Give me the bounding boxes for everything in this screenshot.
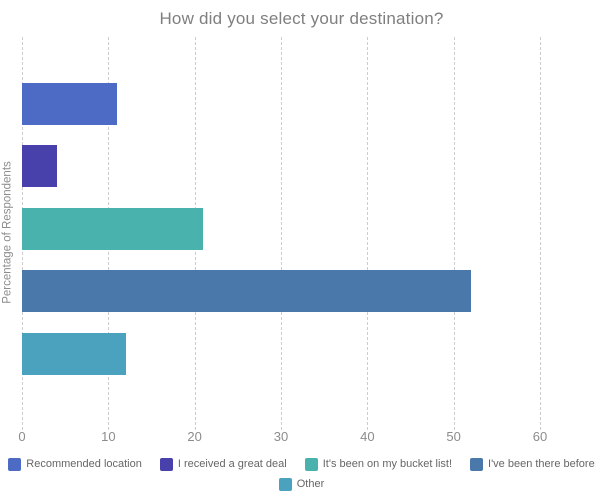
bar-i-ve-been-there-before — [22, 270, 471, 313]
legend: Recommended location I received a great d… — [0, 455, 603, 495]
x-tick-label-0: 0 — [18, 429, 26, 444]
chart-title: How did you select your destination? — [159, 9, 444, 28]
legend-label: Other — [296, 478, 325, 490]
x-tick-label-40: 40 — [360, 429, 375, 444]
legend-swatch-icon — [304, 457, 318, 471]
x-tick-label-20: 20 — [187, 429, 202, 444]
legend-swatch-icon — [8, 457, 22, 471]
legend-item-recommended-location: Recommended location — [8, 457, 142, 471]
y-axis-label: Percentage of Respondents — [1, 161, 14, 304]
gridline-30 — [281, 37, 282, 430]
bar-recommended-location — [22, 83, 117, 125]
legend-item-other: Other — [278, 477, 325, 491]
gridline-60 — [540, 37, 541, 430]
legend-label: I've been there before — [488, 458, 595, 470]
x-tick-label-50: 50 — [446, 429, 461, 444]
x-tick-label-10: 10 — [101, 429, 116, 444]
legend-item-i-received-a-great-deal: I received a great deal — [159, 457, 287, 471]
legend-swatch-icon — [159, 457, 173, 471]
x-tick-label-60: 60 — [532, 429, 548, 444]
bar-i-received-a-great-deal — [22, 145, 57, 188]
gridline-50 — [453, 37, 455, 430]
legend-label: It's been on my bucket list! — [322, 458, 453, 470]
bar-it-s-been-on-my-bucket-list — [22, 207, 204, 250]
x-tick-label-30: 30 — [273, 429, 289, 444]
x-axis: 0 10 20 30 40 50 60 — [18, 429, 547, 445]
gridline-40 — [367, 37, 369, 430]
legend-label: I received a great deal — [177, 458, 287, 470]
legend-row-2: Other — [0, 475, 603, 493]
legend-row-1: Recommended location I received a great d… — [0, 455, 603, 473]
legend-label: Recommended location — [26, 458, 142, 470]
legend-item-i-ve-been-there-before: I've been there before — [470, 457, 595, 471]
legend-swatch-icon — [470, 457, 484, 471]
bar-other — [22, 332, 126, 375]
plot-area — [22, 37, 541, 430]
legend-item-it-s-been-on-my-bucket-list: It's been on my bucket list! — [304, 457, 453, 471]
legend-swatch-icon — [278, 477, 292, 491]
